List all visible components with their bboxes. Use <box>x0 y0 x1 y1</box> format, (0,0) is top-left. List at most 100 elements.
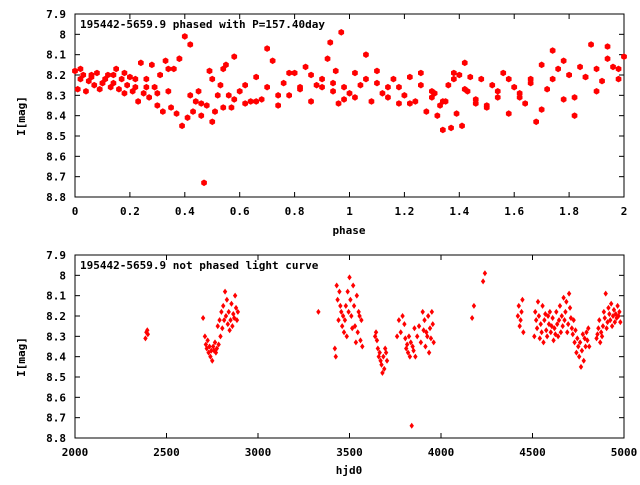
phased-y-tick-label: 8.1 <box>46 49 66 62</box>
unphased-data-point <box>342 317 348 324</box>
phased-data-point <box>124 81 130 89</box>
phased-data-point <box>571 112 578 119</box>
phased-data-point <box>412 98 419 105</box>
unphased-data-point <box>336 317 341 324</box>
unphased-data-point <box>219 308 224 315</box>
unphased-data-point <box>332 345 338 352</box>
unphased-data-point <box>595 331 600 338</box>
phased-data-point <box>489 81 496 89</box>
phased-data-point <box>374 67 380 75</box>
unphased-data-point <box>430 321 435 328</box>
phased-data-point <box>330 79 336 87</box>
phased-data-point <box>604 43 611 50</box>
unphased-data-point <box>352 323 358 330</box>
unphased-data-point <box>349 313 354 319</box>
unphased-data-point <box>584 329 589 336</box>
unphased-data-point <box>338 302 343 309</box>
phased-data-point <box>165 88 172 95</box>
unphased-data-point <box>520 296 525 303</box>
phased-data-point <box>242 81 248 89</box>
unphased-data-point <box>535 298 541 305</box>
phased-data-point <box>181 33 188 40</box>
unphased-data-point <box>409 422 414 429</box>
phased-data-point <box>308 98 314 105</box>
phased-data-point <box>494 94 501 101</box>
phased-data-point <box>533 118 539 126</box>
unphased-data-point <box>217 317 222 324</box>
unphased-data-point <box>539 329 544 336</box>
phased-data-point <box>173 110 180 117</box>
phased-data-point <box>385 83 391 91</box>
unphased-data-point <box>544 327 549 334</box>
unphased-data-point <box>603 290 608 297</box>
phased-y-tick-label: 8.4 <box>46 110 66 123</box>
phased-y-tick-label: 8.8 <box>46 191 66 204</box>
unphased-data-point <box>575 335 580 342</box>
unphased-y-tick-label: 8.7 <box>46 412 66 425</box>
unphased-data-point <box>517 323 522 330</box>
unphased-data-point <box>209 347 214 354</box>
unphased-data-point <box>348 296 353 303</box>
unphased-data-point <box>615 302 620 309</box>
phased-data-point <box>121 90 128 97</box>
phased-data-point <box>357 81 364 89</box>
phased-data-point <box>500 69 507 77</box>
phased-data-point <box>448 124 454 132</box>
phased-data-point <box>74 85 81 93</box>
phased-data-point <box>220 65 227 73</box>
unphased-data-point <box>374 337 380 344</box>
unphased-data-point <box>607 310 612 317</box>
unphased-data-point <box>216 341 221 348</box>
unphased-data-point <box>225 321 231 328</box>
unphased-data-point <box>569 325 575 332</box>
phased-data-point <box>440 98 446 105</box>
unphased-x-tick-label: 3500 <box>336 446 363 459</box>
unphased-data-point <box>538 321 543 328</box>
unphased-data-point <box>602 315 607 322</box>
unphased-data-point <box>373 329 379 336</box>
unphased-y-tick-label: 7.9 <box>46 249 66 262</box>
unphased-data-point <box>227 327 232 334</box>
unphased-data-point <box>611 306 617 313</box>
unphased-data-point <box>205 337 210 344</box>
phased-data-point <box>330 88 336 95</box>
phased-data-point <box>459 122 465 130</box>
unphased-data-point <box>541 339 546 346</box>
unphased-data-point <box>221 302 226 309</box>
phased-x-tick-label: 1 <box>346 205 353 218</box>
unphased-data-point <box>222 288 228 295</box>
phased-data-point <box>401 92 408 99</box>
unphased-data-point <box>521 329 526 336</box>
phased-data-point <box>143 83 150 91</box>
unphased-data-point <box>405 349 411 356</box>
unphased-data-point <box>561 294 566 301</box>
phased-data-point <box>319 75 325 83</box>
unphased-data-point <box>596 325 601 332</box>
unphased-plot-frame <box>74 254 625 439</box>
phased-data-point <box>110 79 117 87</box>
phased-x-axis-label: phase <box>332 224 365 237</box>
phased-data-point <box>418 81 424 89</box>
unphased-y-tick-label: 8.8 <box>46 432 66 445</box>
unphased-data-point <box>471 302 477 309</box>
phased-y-axis-label: I[mag] <box>15 96 28 136</box>
phased-data-point <box>538 61 545 69</box>
phased-data-point <box>396 83 402 91</box>
phased-data-point <box>171 65 177 73</box>
phased-data-point <box>297 83 303 91</box>
unphased-data-point <box>583 343 588 350</box>
unphased-data-point <box>540 302 545 309</box>
phased-data-point <box>96 85 103 93</box>
unphased-data-point <box>534 325 540 332</box>
unphased-data-point <box>232 292 238 299</box>
phased-data-point <box>555 65 561 73</box>
unphased-data-point <box>230 323 235 330</box>
phased-data-point <box>571 94 578 101</box>
phased-data-point <box>247 98 254 105</box>
unphased-data-point <box>586 325 591 332</box>
phased-data-point <box>118 75 125 83</box>
phased-data-point <box>478 75 485 83</box>
unphased-data-point <box>577 339 583 346</box>
phased-data-point <box>228 104 235 111</box>
unphased-data-point <box>382 365 387 372</box>
